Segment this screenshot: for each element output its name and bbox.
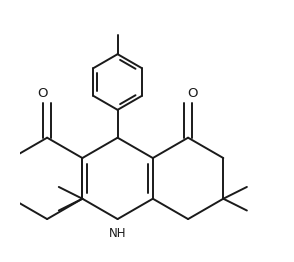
Text: O: O [187,88,198,100]
Text: NH: NH [109,227,126,240]
Text: O: O [37,88,48,100]
